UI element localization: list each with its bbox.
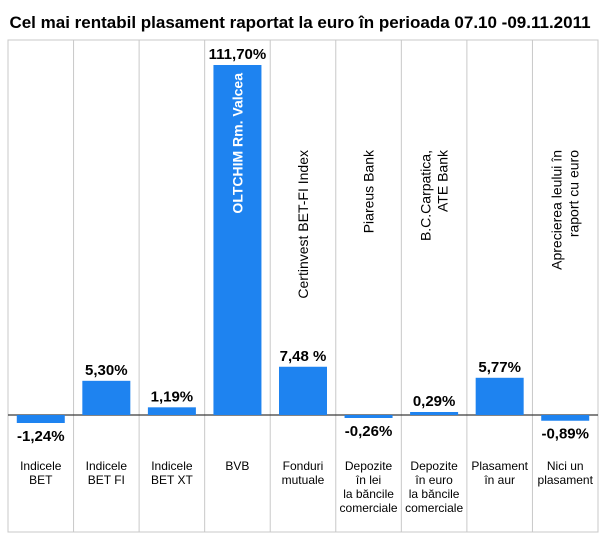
category-label: la băncile [409,487,460,501]
data-label: 5,30% [85,362,128,379]
category-label: Indicele [151,459,193,473]
chart-border [7,39,599,533]
bar [82,380,131,415]
data-label: 1,19% [151,388,194,405]
bar-description: Aprecierea leului în [549,150,565,270]
category-label: Plasament [471,459,528,473]
data-label: -0,89% [541,426,589,443]
bar-description: raport cu euro [566,150,582,237]
data-label: 7,48 % [280,348,327,365]
data-label: -0,26% [345,423,393,440]
bar [213,65,262,415]
category-label: comerciale [340,501,398,515]
category-label: în lei [355,473,381,487]
bar [410,412,459,415]
category-label: BVB [225,459,249,473]
bar [279,366,327,415]
category-label: plasament [538,473,594,487]
data-label: 0,29% [413,393,456,410]
category-label: Nici un [547,459,584,473]
bar [147,407,196,415]
bar-description: B.C.Carpatica, [418,150,434,241]
bar [344,415,393,418]
category-label: Fonduri [283,459,324,473]
category-label: mutuale [282,473,325,487]
category-label: BET XT [151,473,193,487]
bar-description: Piareus Bank [361,149,377,233]
category-label: Depozite [345,459,393,473]
bar-description: ATE Bank [435,149,451,212]
category-label: în euro [414,473,453,487]
category-label: Indicele [86,459,128,473]
data-label: 5,77% [478,359,521,376]
data-label: 111,70% [209,46,267,63]
chart-title: Cel mai rentabil plasament raportat la e… [9,13,590,32]
bar [541,415,590,421]
category-label: la băncile [343,487,394,501]
bar [475,377,524,415]
bar-description: OLTCHIM Rm. Valcea [229,73,245,214]
category-label: comerciale [405,501,463,515]
category-label: Depozite [410,459,458,473]
category-label: BET FI [88,473,125,487]
bar-description: Certinvest BET-FI Index [295,150,311,299]
chart-bars [16,65,590,423]
data-label: -1,24% [17,428,65,445]
bar [16,415,65,423]
category-label: Indicele [20,459,62,473]
category-label: în aur [483,473,515,487]
category-label: BET [29,473,53,487]
